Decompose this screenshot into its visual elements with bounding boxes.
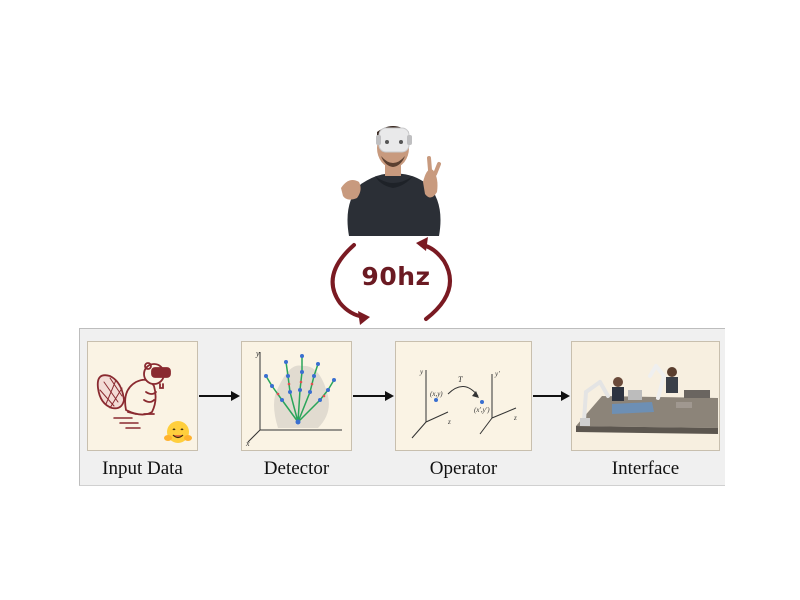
operator-transform: T [458,375,463,384]
beaver-vr-icon [96,362,171,429]
operator-point-2: (x',y') [474,406,490,414]
flow-arrow-3 [533,391,570,401]
flow-arrow-1 [199,391,240,401]
operator-axis-y2: y' [494,370,500,378]
robot-arms-scene-icon [572,342,719,450]
frequency-label: 90hz [361,262,431,291]
stage-label-operator: Operator [429,458,498,479]
stage-label-detector: Detector [263,458,330,479]
x-axis [247,429,261,443]
point-2 [480,400,484,404]
input-data-card [87,341,198,451]
person-vr-headset-icon [335,118,450,240]
stage-label-interface: Interface [611,458,680,479]
point-1 [434,398,438,402]
hugging-face-icon [164,421,192,443]
detector-axis-x: x [245,439,250,448]
operator-axis-z1: z [447,418,451,426]
detector-card: y x [241,341,352,451]
operator-point-1: (x,y) [430,390,443,398]
operator-axis-z2: z [513,414,517,422]
interface-card [571,341,720,451]
cycle-arrow-right [420,243,452,321]
flow-arrow-2 [353,391,394,401]
detector-axis-y: y [255,349,260,358]
operator-card: y z (x,y) T (x',y') y' z [395,341,532,451]
stage-label-input-data: Input Data [102,458,183,479]
cycle-arrow-left [330,243,366,319]
cycle-arrows [318,235,468,327]
operator-axis-y1: y [419,368,424,376]
hand-keypoints-icon [264,354,336,428]
